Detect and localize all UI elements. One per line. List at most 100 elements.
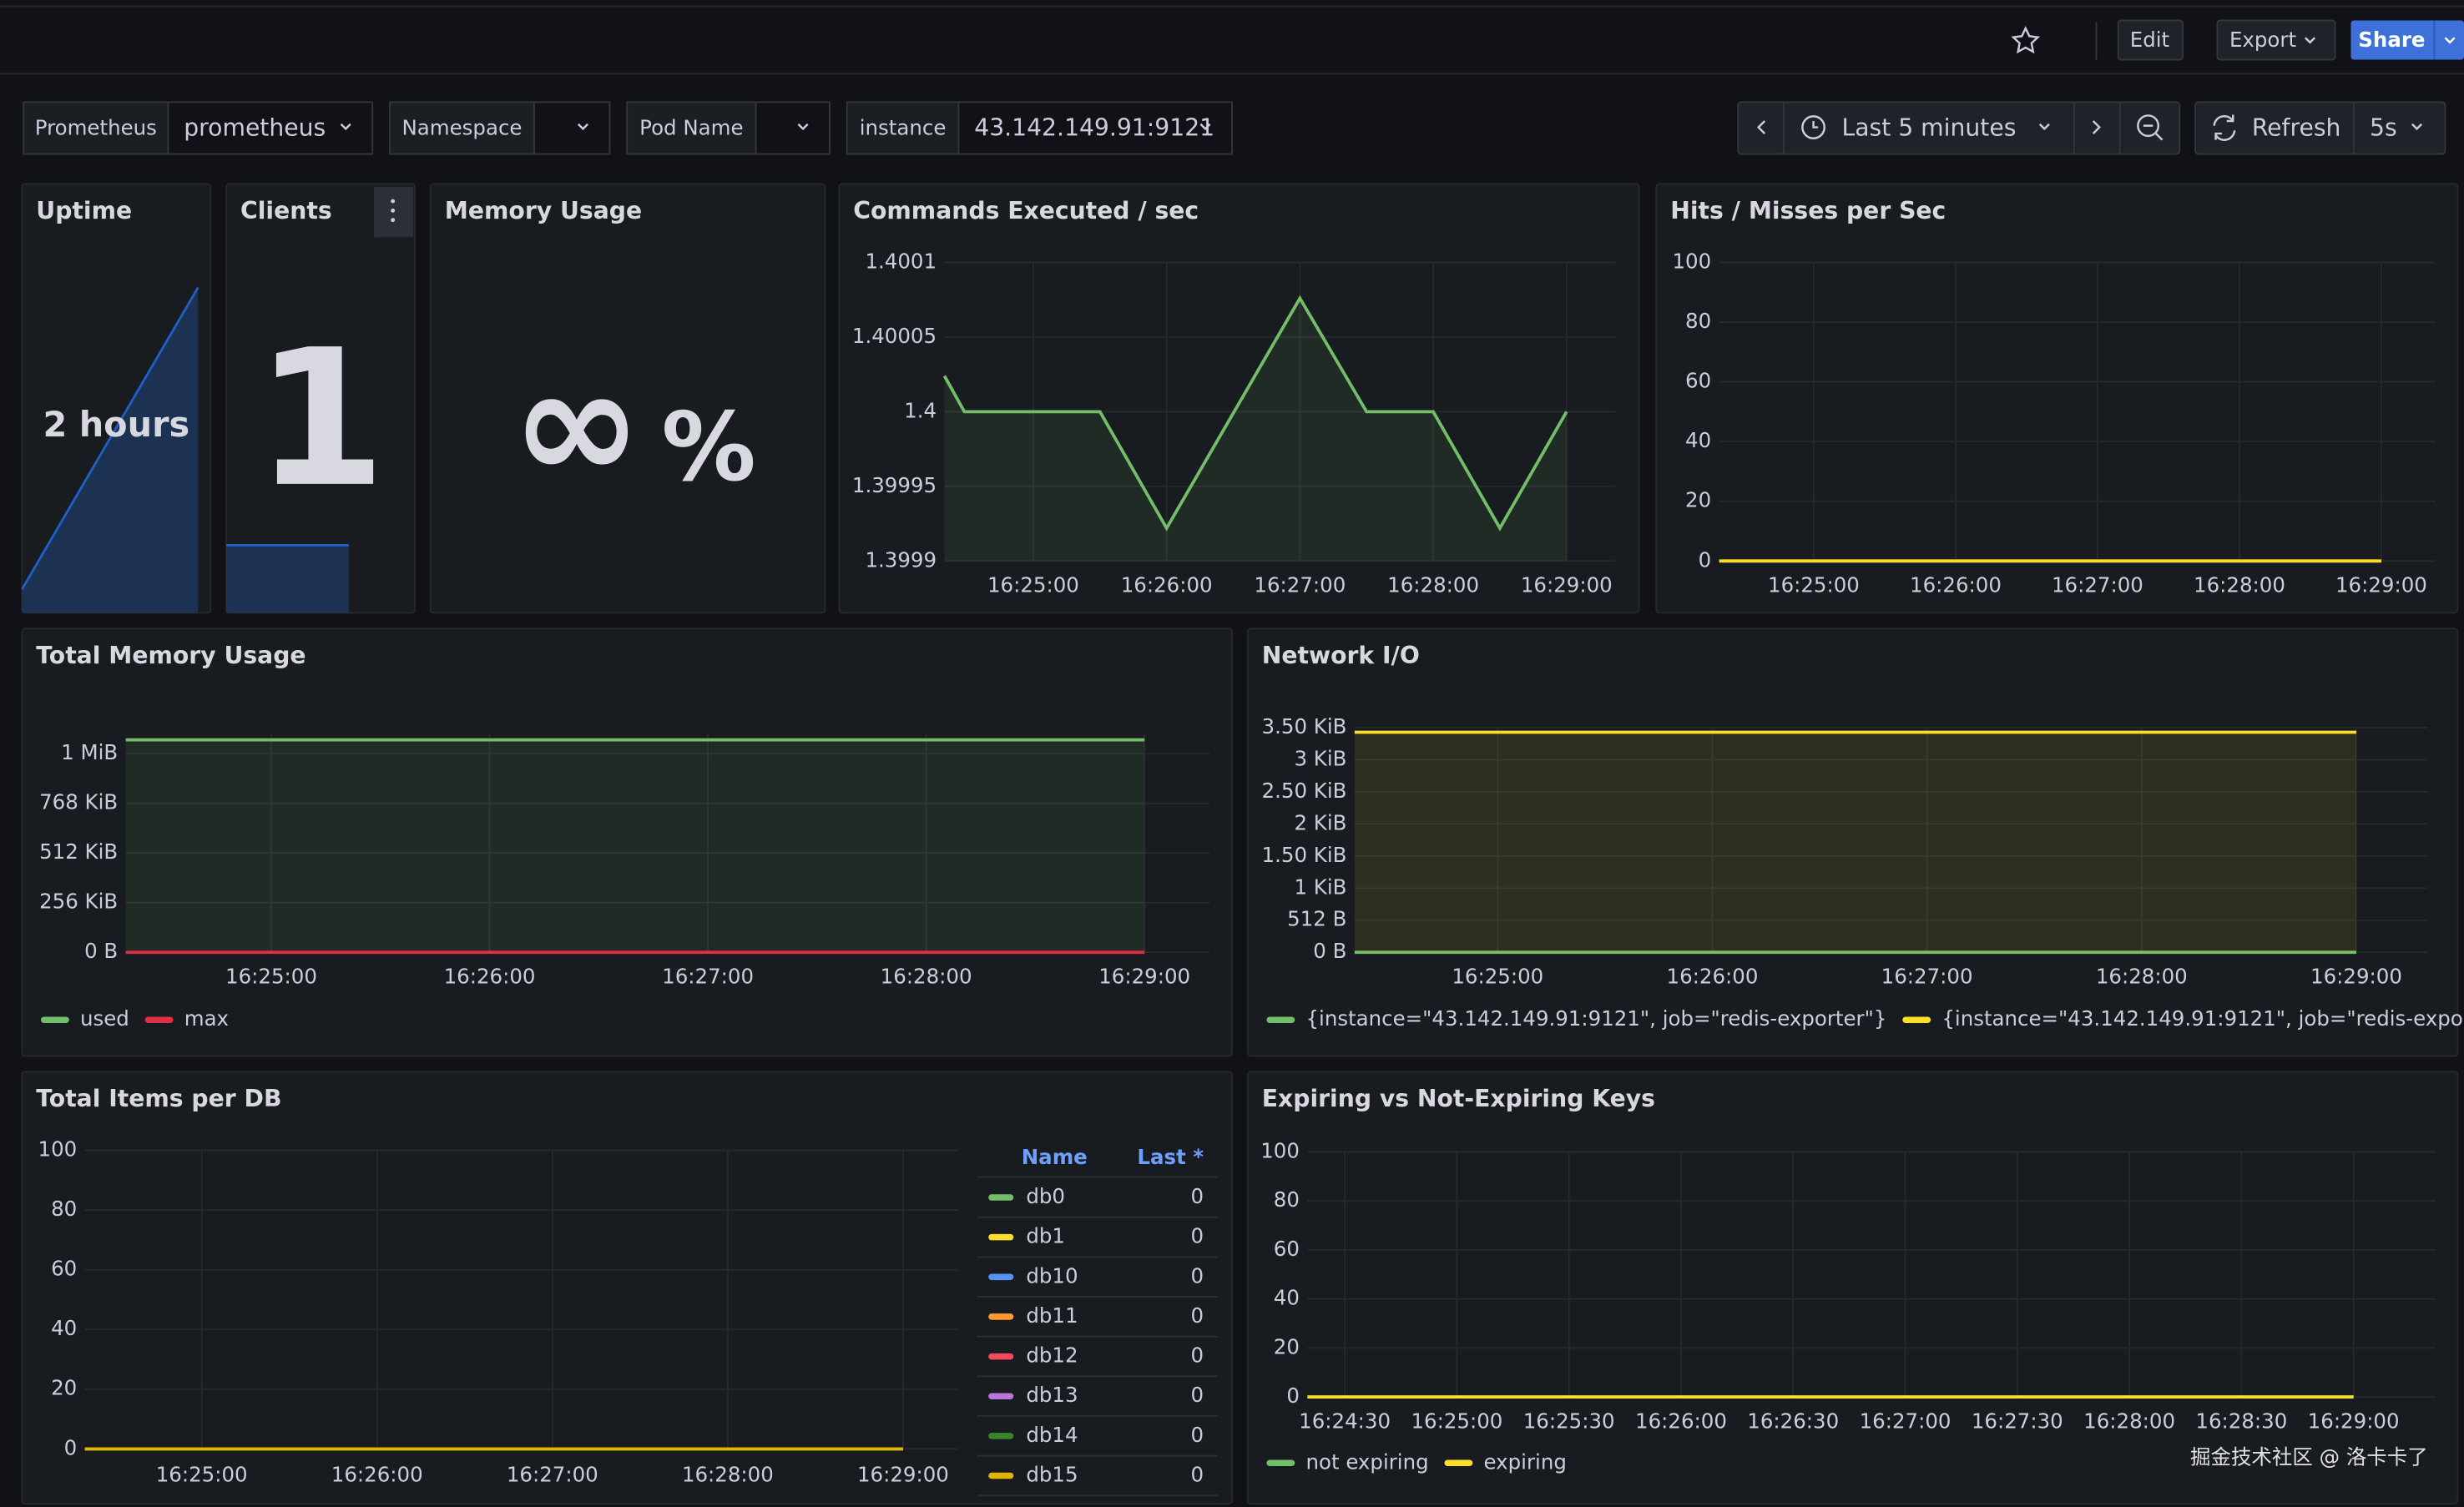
x-tick-label: 16:26:00: [1121, 572, 1213, 597]
clock-icon: [1801, 115, 1825, 139]
y-tick-label: 100: [1260, 1138, 1300, 1162]
legend-label: db13: [1026, 1383, 1078, 1407]
variable-select[interactable]: [957, 101, 1233, 155]
series-line: [942, 295, 1568, 532]
legend-label: expiring: [1484, 1449, 1567, 1474]
x-tick-label: 16:29:00: [2308, 1409, 2400, 1433]
sparkline-area: [226, 545, 349, 613]
plot: [125, 733, 1210, 954]
x-tick-label: 16:28:00: [1387, 572, 1479, 597]
area-fill: [125, 739, 1145, 953]
x-tick-label: 16:25:00: [1768, 572, 1860, 597]
chevron: [577, 123, 588, 131]
x-tick-label: 16:28:00: [2096, 964, 2188, 988]
variable-select[interactable]: [755, 101, 831, 155]
x-tick-label: 16:26:30: [1747, 1409, 1839, 1433]
panel: [1246, 627, 2459, 1057]
panel: [1246, 1071, 2459, 1505]
stat-value: ∞: [512, 333, 643, 516]
y-tick-label: 100: [38, 1137, 78, 1162]
panel-title: Commands Executed / sec: [853, 197, 1199, 224]
refresh-interval: 5s: [2370, 113, 2397, 141]
y-tick-label: 1.4: [904, 398, 937, 422]
edit-button[interactable]: [2117, 19, 2184, 61]
edit-label: Edit: [2130, 28, 2170, 52]
chevron: [2411, 123, 2423, 131]
area-fill: [1354, 732, 2356, 953]
legend-label: not expiring: [1305, 1449, 1428, 1474]
x-tick-label: 16:28:00: [881, 964, 972, 988]
y-tick-label: 768 KiB: [39, 790, 118, 814]
y-tick-label: 20: [1685, 488, 1711, 512]
time-picker[interactable]: [1737, 101, 2181, 155]
x-tick-label: 16:27:00: [662, 964, 754, 988]
menu-dot: [391, 218, 396, 223]
menu-dot: [391, 208, 396, 213]
y-tick-label: 80: [51, 1197, 77, 1221]
chevron: [2038, 123, 2050, 131]
y-tick-label: 40: [1274, 1286, 1300, 1310]
y-tick-label: 0: [1699, 547, 1712, 572]
legend-last: 0: [1191, 1224, 1204, 1248]
y-tick-label: 0: [1286, 1384, 1300, 1408]
y-tick-label: 1.50 KiB: [1262, 843, 1347, 867]
export-label: Export: [2229, 28, 2296, 52]
x-tick-label: 16:29:00: [1098, 964, 1190, 988]
time-forward[interactable]: [2092, 120, 2101, 134]
y-tick-label: 2 KiB: [1294, 810, 1346, 834]
refresh-icon: [2213, 114, 2236, 141]
y-tick-label: 1 MiB: [61, 740, 118, 764]
x-tick-label: 16:25:00: [987, 572, 1079, 597]
panel-title: Uptime: [36, 197, 132, 224]
variable-select[interactable]: [533, 101, 611, 155]
panel-title: Total Memory Usage: [36, 642, 305, 669]
y-tick-label: 1.3999: [865, 547, 937, 572]
x-tick-label: 16:28:00: [682, 1462, 774, 1486]
legend-last: 0: [1191, 1383, 1204, 1407]
chevron: [2444, 37, 2456, 44]
export-button[interactable]: [2216, 19, 2336, 61]
panel: [21, 627, 1233, 1057]
legend-header: Last *: [1137, 1145, 1204, 1169]
panel-title: Memory Usage: [445, 197, 642, 224]
variable-select[interactable]: [167, 101, 374, 155]
zoom-out[interactable]: [2137, 114, 2160, 138]
legend-label: used: [80, 1006, 129, 1031]
y-tick-label: 20: [51, 1376, 77, 1400]
legend-label: db1: [1026, 1224, 1065, 1248]
y-tick-label: 40: [1685, 428, 1711, 452]
x-tick-label: 16:28:30: [2195, 1409, 2287, 1433]
legend-header: Name: [1022, 1145, 1088, 1169]
stat-value: 2 hours: [43, 405, 189, 445]
x-tick-label: 16:27:00: [507, 1462, 598, 1486]
y-tick-label: 60: [1685, 369, 1711, 393]
x-tick-label: 16:29:00: [2335, 572, 2427, 597]
variable-label-box: [626, 101, 757, 155]
stat-unit: %: [661, 392, 755, 502]
star-button[interactable]: [2011, 26, 2041, 54]
x-tick-label: 16:28:00: [2194, 572, 2285, 597]
y-tick-label: 20: [1274, 1334, 1300, 1358]
stat-value: 1: [255, 310, 386, 529]
legend-label: db12: [1026, 1343, 1078, 1368]
legend-last: 0: [1191, 1463, 1204, 1487]
y-tick-label: 80: [1274, 1187, 1300, 1212]
time-back[interactable]: [1756, 120, 1766, 134]
x-tick-label: 16:25:00: [1411, 1409, 1502, 1433]
x-tick-label: 16:25:00: [1452, 964, 1543, 988]
watermark: 掘金技术社区 @ 洛卡卡了: [2190, 1445, 2428, 1469]
variable-label: Prometheus: [35, 115, 157, 139]
legend-label: db15: [1026, 1463, 1078, 1487]
y-tick-label: 0 B: [84, 939, 118, 963]
share-button[interactable]: [2350, 20, 2464, 60]
panel-title: Total Items per DB: [36, 1085, 281, 1112]
x-tick-label: 16:25:00: [156, 1462, 248, 1486]
chevron: [340, 123, 351, 131]
refresh-picker[interactable]: [2194, 101, 2446, 155]
variable-value: prometheus: [184, 113, 326, 141]
sparkline-area: [22, 287, 199, 613]
x-tick-label: 16:27:00: [1860, 1409, 1952, 1433]
sparkline: [21, 286, 199, 590]
time-range: Last 5 minutes: [1841, 113, 2016, 141]
